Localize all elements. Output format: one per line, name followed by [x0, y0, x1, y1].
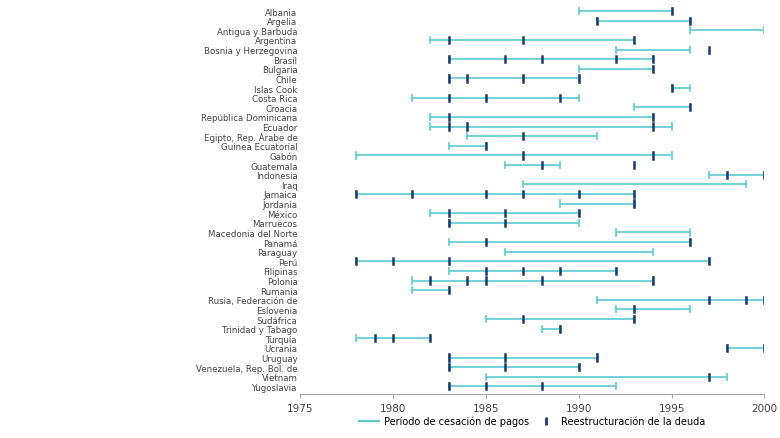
Legend: Período de cesación de pagos, Reestructuración de la deuda: Período de cesación de pagos, Reestructu… — [356, 412, 709, 430]
